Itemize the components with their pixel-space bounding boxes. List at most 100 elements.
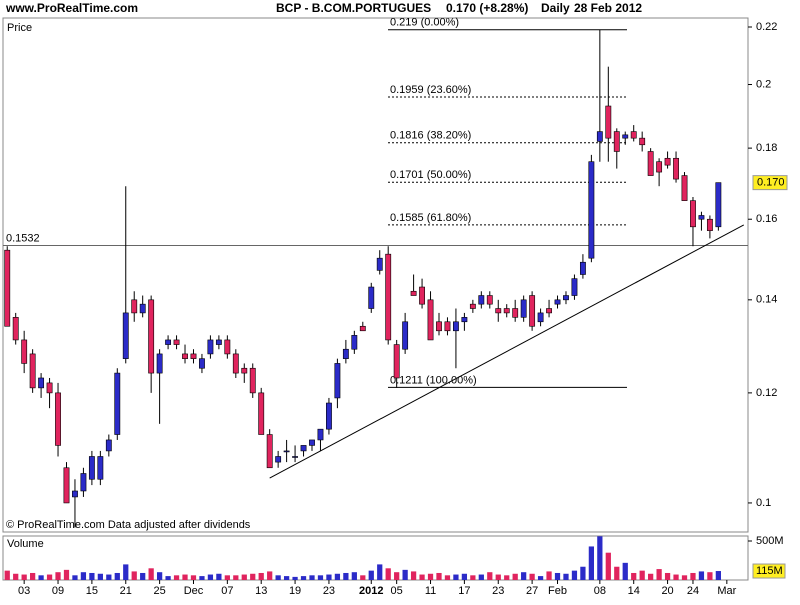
volume-bar	[470, 575, 476, 580]
x-tick-label: 19	[289, 585, 301, 597]
volume-bar	[250, 573, 256, 580]
candle-body	[114, 372, 121, 435]
volume-bar	[267, 571, 273, 580]
price-tag-box	[752, 175, 788, 191]
volume-bar	[436, 572, 442, 580]
x-tick-label: 20	[661, 585, 673, 597]
candle-body	[182, 353, 188, 359]
volume-bar	[182, 574, 188, 580]
candle-body	[292, 456, 298, 458]
volume-bar	[343, 572, 349, 580]
candle-body	[21, 339, 28, 364]
candle-body	[444, 321, 451, 332]
volume-bar	[580, 566, 586, 580]
candle-body	[588, 161, 595, 259]
x-tick-label: 13	[255, 585, 267, 597]
volume-bar	[554, 572, 561, 580]
volume-bar	[148, 568, 154, 580]
fib-label: 0.1816 (38.20%)	[390, 130, 471, 142]
volume-bar	[368, 570, 374, 580]
volume-bar	[326, 574, 332, 580]
volume-bar	[529, 573, 535, 580]
price-frame	[2, 17, 749, 533]
candle-body	[342, 348, 349, 359]
volume-bar	[13, 573, 19, 580]
price-tag: 0.170	[757, 177, 785, 189]
volume-bar	[478, 574, 484, 580]
candle-body	[46, 382, 53, 394]
x-tick-label: 2012	[359, 585, 383, 597]
volume-tick-label: 500M	[756, 535, 784, 547]
candle-body	[300, 445, 307, 452]
candle-body	[258, 392, 265, 435]
x-tick-label: 15	[86, 585, 98, 597]
candle-body	[681, 175, 688, 201]
volume-bar	[605, 552, 611, 580]
x-tick-label: Mar	[717, 585, 736, 597]
volume-frame	[2, 535, 749, 581]
candle-body	[469, 303, 476, 309]
y-tick-label: 0.14	[756, 294, 777, 306]
candle-body	[266, 434, 273, 469]
volume-bar	[622, 562, 628, 580]
x-tick-label: 23	[323, 585, 335, 597]
candle-body	[334, 363, 341, 399]
candle-body	[275, 456, 282, 463]
volume-bar	[512, 573, 518, 580]
candle-body	[156, 353, 163, 374]
candle-body	[605, 105, 612, 139]
volume-bar	[114, 572, 120, 580]
x-tick-label: 21	[120, 585, 132, 597]
y-tick-label: 0.12	[756, 387, 777, 399]
candle-body	[12, 317, 19, 341]
candle-body	[368, 286, 375, 309]
candle-body	[427, 299, 434, 341]
volume-bar	[588, 546, 595, 580]
volume-bar	[690, 572, 696, 580]
candle-body	[554, 299, 561, 305]
candle-body	[224, 339, 231, 355]
y-tick-label: 0.22	[756, 21, 777, 33]
volume-bar	[461, 573, 468, 580]
candle-body	[402, 321, 409, 350]
volume-bar	[521, 572, 527, 580]
footer: © ProRealTime.com Data adjusted after di…	[6, 519, 251, 531]
volume-bar	[495, 574, 501, 580]
y-tick-label: 0.2	[756, 78, 771, 90]
site: www.ProRealTime.com	[5, 1, 138, 15]
volume-bar	[30, 572, 36, 580]
volume-bar	[131, 571, 137, 580]
volume-bar	[258, 572, 264, 580]
price-label: Price	[7, 22, 32, 34]
volume-label: Volume	[7, 538, 44, 550]
volume-bar	[63, 569, 70, 580]
candle-body	[486, 295, 493, 305]
candle-body	[698, 215, 705, 220]
volume-bar	[360, 575, 366, 580]
candle-body	[148, 299, 155, 374]
volume-bar	[715, 571, 721, 580]
candle-body	[410, 290, 417, 296]
period: Daily	[541, 1, 570, 15]
volume-bar	[123, 564, 129, 580]
volume-tag: 115M	[756, 565, 783, 577]
volume-bar	[334, 573, 341, 580]
candle-body	[351, 335, 358, 350]
volume-bar	[38, 575, 44, 580]
volume-bar	[156, 572, 163, 580]
volume-bar	[241, 574, 247, 580]
volume-bar	[656, 569, 662, 580]
candle-body	[656, 161, 663, 173]
candle-body	[326, 402, 332, 430]
volume-bar	[300, 576, 307, 580]
volume-bar	[707, 572, 713, 580]
candle-body	[173, 339, 180, 345]
candle-body	[630, 131, 637, 139]
volume-bar	[487, 572, 493, 580]
quote: 0.170 (+8.28%)	[446, 1, 528, 15]
candle-body	[495, 308, 502, 314]
volume-bar	[410, 571, 417, 580]
fib-label: 0.1211 (100.00%)	[390, 374, 477, 386]
volume-tag-box	[752, 563, 786, 579]
